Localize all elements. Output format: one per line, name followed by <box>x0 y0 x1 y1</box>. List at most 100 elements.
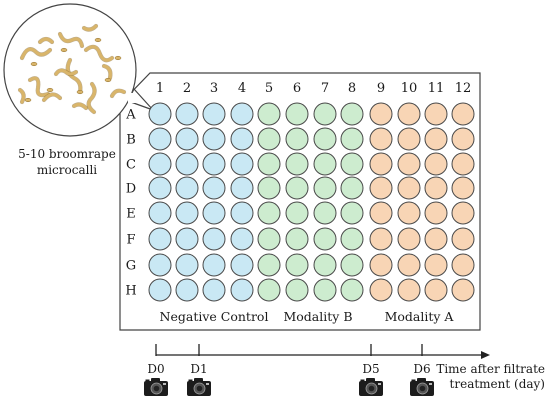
well-c7 <box>313 152 337 176</box>
well-a6 <box>285 102 309 126</box>
well-d6 <box>285 176 309 200</box>
well-b1 <box>148 127 172 151</box>
well-e6 <box>285 201 309 225</box>
well-e8 <box>340 201 364 225</box>
row-header-f: F <box>126 233 135 248</box>
well-a9 <box>369 102 393 126</box>
well-f10 <box>397 227 421 251</box>
well-c10 <box>397 152 421 176</box>
well-g6 <box>285 253 309 277</box>
well-f9 <box>369 227 393 251</box>
well-h1 <box>148 278 172 302</box>
timeline-label-d5: D5 <box>362 362 379 376</box>
well-e3 <box>202 201 226 225</box>
camera-icon <box>410 378 434 396</box>
well-b2 <box>175 127 199 151</box>
well-f3 <box>202 227 226 251</box>
camera-icon <box>359 378 383 396</box>
well-h8 <box>340 278 364 302</box>
well-h10 <box>397 278 421 302</box>
well-a10 <box>397 102 421 126</box>
well-b11 <box>424 127 448 151</box>
well-c12 <box>451 152 475 176</box>
column-header-2: 2 <box>183 81 191 96</box>
well-c4 <box>230 152 254 176</box>
well-d4 <box>230 176 254 200</box>
well-f4 <box>230 227 254 251</box>
well-g1 <box>148 253 172 277</box>
well-g4 <box>230 253 254 277</box>
well-b5 <box>257 127 281 151</box>
well-a1 <box>148 102 172 126</box>
well-c11 <box>424 152 448 176</box>
row-header-c: C <box>126 158 136 173</box>
well-e2 <box>175 201 199 225</box>
well-b10 <box>397 127 421 151</box>
well-g7 <box>313 253 337 277</box>
well-g10 <box>397 253 421 277</box>
camera-icon <box>144 378 168 396</box>
well-b12 <box>451 127 475 151</box>
well-e4 <box>230 201 254 225</box>
callout-caption-line1: 5-10 broomrape <box>18 147 116 161</box>
well-h2 <box>175 278 199 302</box>
well-b6 <box>285 127 309 151</box>
column-header-12: 12 <box>455 81 472 96</box>
row-header-a: A <box>125 108 136 123</box>
well-d8 <box>340 176 364 200</box>
callout-caption-line2: microcalli <box>37 163 97 177</box>
group-label-2: Modality B <box>283 309 352 324</box>
well-f5 <box>257 227 281 251</box>
well-f2 <box>175 227 199 251</box>
timeline-label-d1: D1 <box>190 362 207 376</box>
well-e5 <box>257 201 281 225</box>
well-c8 <box>340 152 364 176</box>
well-d11 <box>424 176 448 200</box>
well-h9 <box>369 278 393 302</box>
group-labels: Negative Control Modality B Modality A <box>160 309 455 324</box>
well-b7 <box>313 127 337 151</box>
well-f8 <box>340 227 364 251</box>
row-header-e: E <box>126 207 136 222</box>
well-e10 <box>397 201 421 225</box>
well-g8 <box>340 253 364 277</box>
well-d2 <box>175 176 199 200</box>
well-e12 <box>451 201 475 225</box>
row-header-d: D <box>126 182 136 197</box>
well-c6 <box>285 152 309 176</box>
well-f12 <box>451 227 475 251</box>
well-g5 <box>257 253 281 277</box>
group-label-3: Modality A <box>385 309 455 324</box>
row-header-h: H <box>125 284 136 299</box>
well-b4 <box>230 127 254 151</box>
well-h4 <box>230 278 254 302</box>
well-h7 <box>313 278 337 302</box>
timeline-title-line1: Time after filtrate <box>436 362 545 376</box>
timeline-marks: D0 D1 D5 D6 <box>144 344 434 396</box>
column-header-11: 11 <box>428 81 445 96</box>
row-header-b: B <box>126 133 136 148</box>
column-header-9: 9 <box>377 81 385 96</box>
well-a2 <box>175 102 199 126</box>
timeline-title-line2: treatment (day) <box>450 377 545 391</box>
camera-icon <box>187 378 211 396</box>
well-d12 <box>451 176 475 200</box>
well-b9 <box>369 127 393 151</box>
callout <box>3 3 154 137</box>
well-h11 <box>424 278 448 302</box>
well-c3 <box>202 152 226 176</box>
well-g3 <box>202 253 226 277</box>
timeline-label-d6: D6 <box>413 362 430 376</box>
well-a11 <box>424 102 448 126</box>
timeline-arrowhead <box>481 351 490 359</box>
well-g2 <box>175 253 199 277</box>
well-d10 <box>397 176 421 200</box>
well-c2 <box>175 152 199 176</box>
well-d9 <box>369 176 393 200</box>
well-f1 <box>148 227 172 251</box>
timeline: Time after filtrate treatment (day) D0 D1… <box>144 344 545 396</box>
well-grid <box>148 102 475 302</box>
row-header-g: G <box>126 259 136 274</box>
